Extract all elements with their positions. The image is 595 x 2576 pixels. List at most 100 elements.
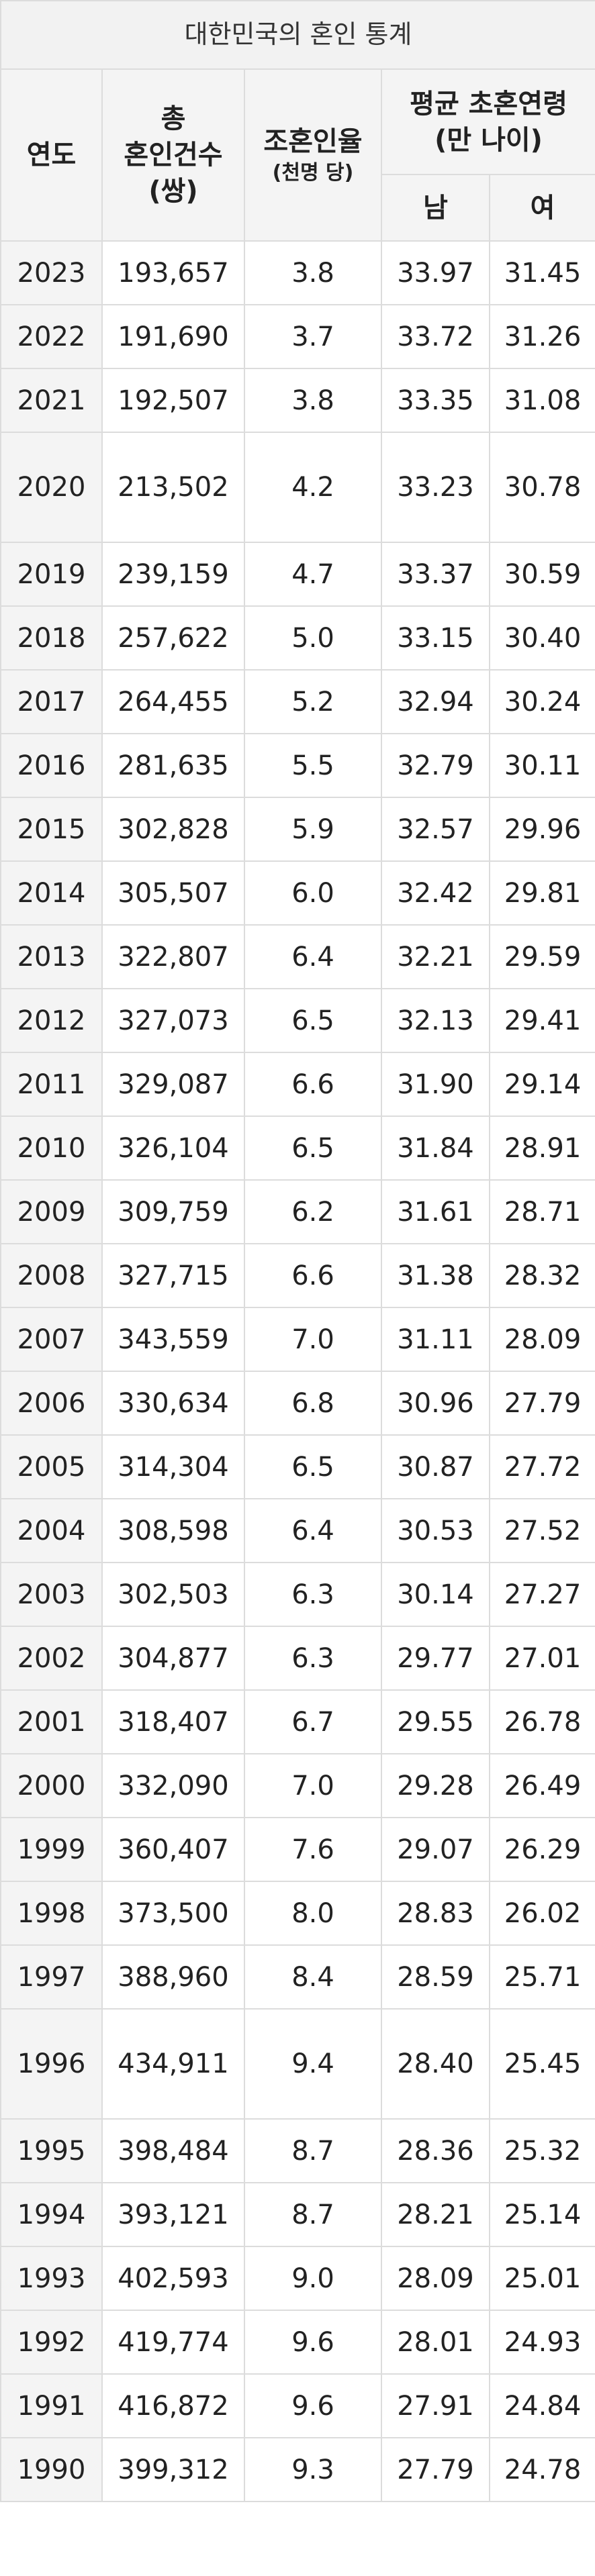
caption: 대한민국의 혼인 통계 [0,0,595,70]
cell-year: 2002 [0,1626,103,1691]
cell-total: 314,304 [101,1434,245,1499]
cell-male-age: 28.40 [381,2008,490,2120]
row: 2020 213,502 4.2 33.23 30.78 [0,432,595,543]
cell-female-age: 28.71 [488,1179,595,1244]
cell-male-age: 30.53 [381,1498,490,1563]
marriage-table: 대한민국의 혼인 통계 연도 총 혼인건수 (쌍) 조혼인율 (천명 당) 평균… [0,0,595,2502]
cell-year: 1996 [0,2008,103,2120]
cell-male-age: 33.15 [381,605,490,671]
cell-total: 191,690 [101,304,245,369]
row: 2002 304,877 6.3 29.77 27.01 [0,1626,595,1691]
cell-rate: 5.2 [244,669,382,734]
cell-male-age: 27.79 [381,2437,490,2502]
cell-female-age: 26.29 [488,1817,595,1882]
cell-female-age: 31.26 [488,304,595,369]
row: 2018 257,622 5.0 33.15 30.40 [0,605,595,671]
cell-rate: 7.0 [244,1753,382,1818]
cell-rate: 4.7 [244,542,382,607]
row: 2016 281,635 5.5 32.79 30.11 [0,733,595,798]
cell-year: 2022 [0,304,103,369]
header-sub: (천명 당) [272,160,354,185]
cell-female-age: 27.79 [488,1371,595,1436]
cell-female-age: 25.14 [488,2182,595,2247]
cell-male-age: 29.28 [381,1753,490,1818]
cell-total: 309,759 [101,1179,245,1244]
cell-rate: 6.6 [244,1243,382,1308]
row: 2021 192,507 3.8 33.35 31.08 [0,368,595,433]
cell-total: 398,484 [101,2118,245,2183]
cell-female-age: 27.52 [488,1498,595,1563]
cell-female-age: 29.81 [488,860,595,926]
cell-female-age: 24.93 [488,2310,595,2375]
header-line: 평균 초혼연령 [410,88,567,119]
cell-female-age: 25.45 [488,2008,595,2120]
row: 2019 239,159 4.7 33.37 30.59 [0,542,595,607]
cell-male-age: 33.72 [381,304,490,369]
cell-rate: 3.7 [244,304,382,369]
cell-rate: 6.5 [244,1116,382,1181]
cell-total: 308,598 [101,1498,245,1563]
cell-total: 402,593 [101,2246,245,2311]
row: 1990 399,312 9.3 27.79 24.78 [0,2437,595,2502]
cell-female-age: 26.49 [488,1753,595,1818]
cell-male-age: 32.79 [381,733,490,798]
cell-rate: 6.2 [244,1179,382,1244]
cell-male-age: 32.13 [381,988,490,1053]
row: 2022 191,690 3.7 33.72 31.26 [0,304,595,369]
row: 2015 302,828 5.9 32.57 29.96 [0,797,595,862]
cell-female-age: 30.40 [488,605,595,671]
row: 2003 302,503 6.3 30.14 27.27 [0,1562,595,1627]
cell-rate: 9.0 [244,2246,382,2311]
row: 2013 322,807 6.4 32.21 29.59 [0,924,595,989]
row: 1992 419,774 9.6 28.01 24.93 [0,2310,595,2375]
row: 2000 332,090 7.0 29.28 26.49 [0,1753,595,1818]
cell-year: 1998 [0,1881,103,1946]
cell-female-age: 27.72 [488,1434,595,1499]
cell-total: 304,877 [101,1626,245,1691]
cell-year: 1992 [0,2310,103,2375]
cell-rate: 9.6 [244,2310,382,2375]
header-line: (만 나이) [434,124,543,156]
cell-total: 302,828 [101,797,245,862]
cell-total: 239,159 [101,542,245,607]
cell-rate: 3.8 [244,240,382,305]
cell-rate: 7.6 [244,1817,382,1882]
cell-rate: 8.4 [244,1944,382,2010]
cell-total: 305,507 [101,860,245,926]
cell-male-age: 33.23 [381,432,490,543]
cell-total: 393,121 [101,2182,245,2247]
cell-rate: 5.9 [244,797,382,862]
cell-year: 1997 [0,1944,103,2010]
cell-rate: 6.6 [244,1052,382,1117]
cell-female-age: 30.59 [488,542,595,607]
cell-total: 264,455 [101,669,245,734]
cell-male-age: 28.36 [381,2118,490,2183]
cell-year: 1991 [0,2373,103,2438]
row: 1996 434,911 9.4 28.40 25.45 [0,2008,595,2120]
cell-rate: 8.7 [244,2182,382,2247]
cell-rate: 3.8 [244,368,382,433]
cell-total: 343,559 [101,1307,245,1372]
cell-year: 2011 [0,1052,103,1117]
cell-male-age: 30.96 [381,1371,490,1436]
cell-female-age: 29.14 [488,1052,595,1117]
header-line: 혼인건수 [124,140,223,170]
cell-female-age: 29.41 [488,988,595,1053]
cell-year: 2001 [0,1689,103,1754]
cell-rate: 8.7 [244,2118,382,2183]
cell-male-age: 30.14 [381,1562,490,1627]
row: 1998 373,500 8.0 28.83 26.02 [0,1881,595,1946]
cell-male-age: 32.94 [381,669,490,734]
cell-rate: 6.5 [244,1434,382,1499]
cell-total: 326,104 [101,1116,245,1181]
cell-rate: 9.3 [244,2437,382,2502]
cell-year: 2021 [0,368,103,433]
cell-rate: 6.0 [244,860,382,926]
row: 2009 309,759 6.2 31.61 28.71 [0,1179,595,1244]
cell-female-age: 24.78 [488,2437,595,2502]
cell-year: 1999 [0,1817,103,1882]
cell-male-age: 31.61 [381,1179,490,1244]
header-year: 연도 [0,68,103,242]
cell-rate: 6.3 [244,1562,382,1627]
cell-male-age: 32.42 [381,860,490,926]
